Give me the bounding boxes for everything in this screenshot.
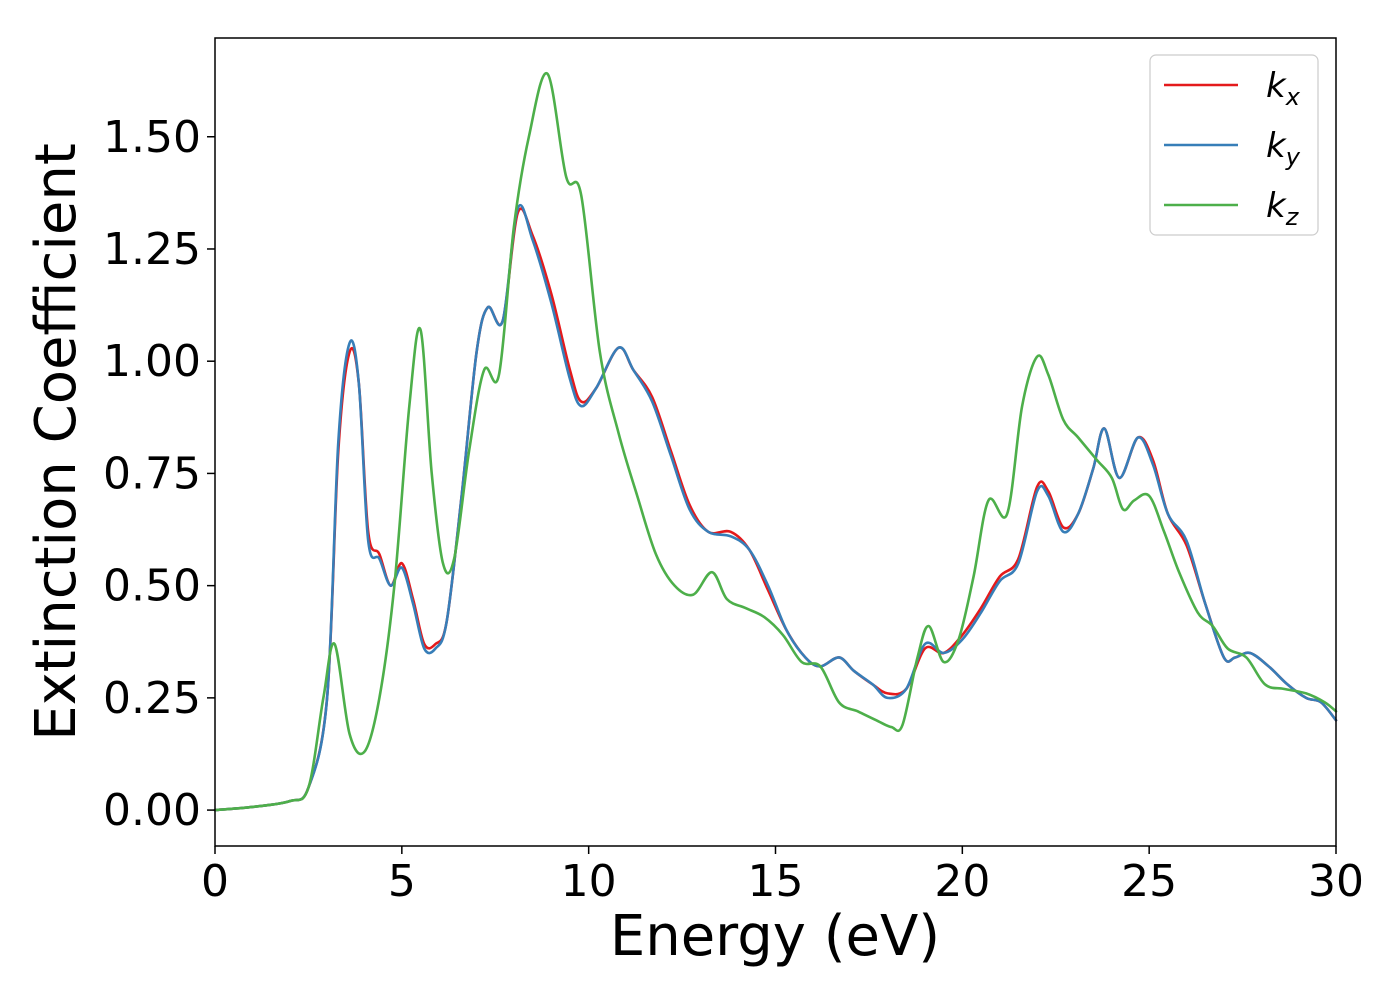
x-tick-label: 10: [561, 856, 617, 907]
x-axis-label: Energy (eV): [610, 904, 940, 969]
y-tick-label: 0.75: [103, 448, 201, 499]
y-tick-label: 0.25: [103, 673, 201, 724]
y-tick-label: 1.25: [103, 224, 201, 275]
y-tick-label: 1.00: [103, 336, 201, 387]
x-tick-label: 20: [934, 856, 990, 907]
x-tick-label: 5: [388, 856, 416, 907]
series-line-z: [213, 72, 1338, 812]
legend-label-x: kx: [1266, 66, 1301, 111]
x-tick-label: 15: [748, 856, 804, 907]
x-axis: 0 5 10 15 20 25 30: [201, 846, 1364, 907]
series-line-y: [213, 204, 1338, 812]
y-axis-label: Extinction Coefficient: [24, 143, 89, 741]
y-axis: 0.00 0.25 0.50 0.75 1.00 1.25 1.50: [103, 112, 215, 836]
x-tick-label: 25: [1121, 856, 1177, 907]
legend-label-z: kz: [1266, 186, 1300, 231]
x-tick-label: 0: [201, 856, 229, 907]
y-tick-label: 1.50: [103, 112, 201, 163]
y-tick-label: 0.50: [103, 561, 201, 612]
series-line-x: [213, 207, 1338, 812]
legend: kx ky kz: [1149, 54, 1319, 236]
y-tick-label: 0.00: [103, 785, 201, 836]
legend-label-y: ky: [1266, 126, 1301, 171]
x-tick-label: 30: [1308, 856, 1364, 907]
series-layer: [213, 72, 1338, 812]
